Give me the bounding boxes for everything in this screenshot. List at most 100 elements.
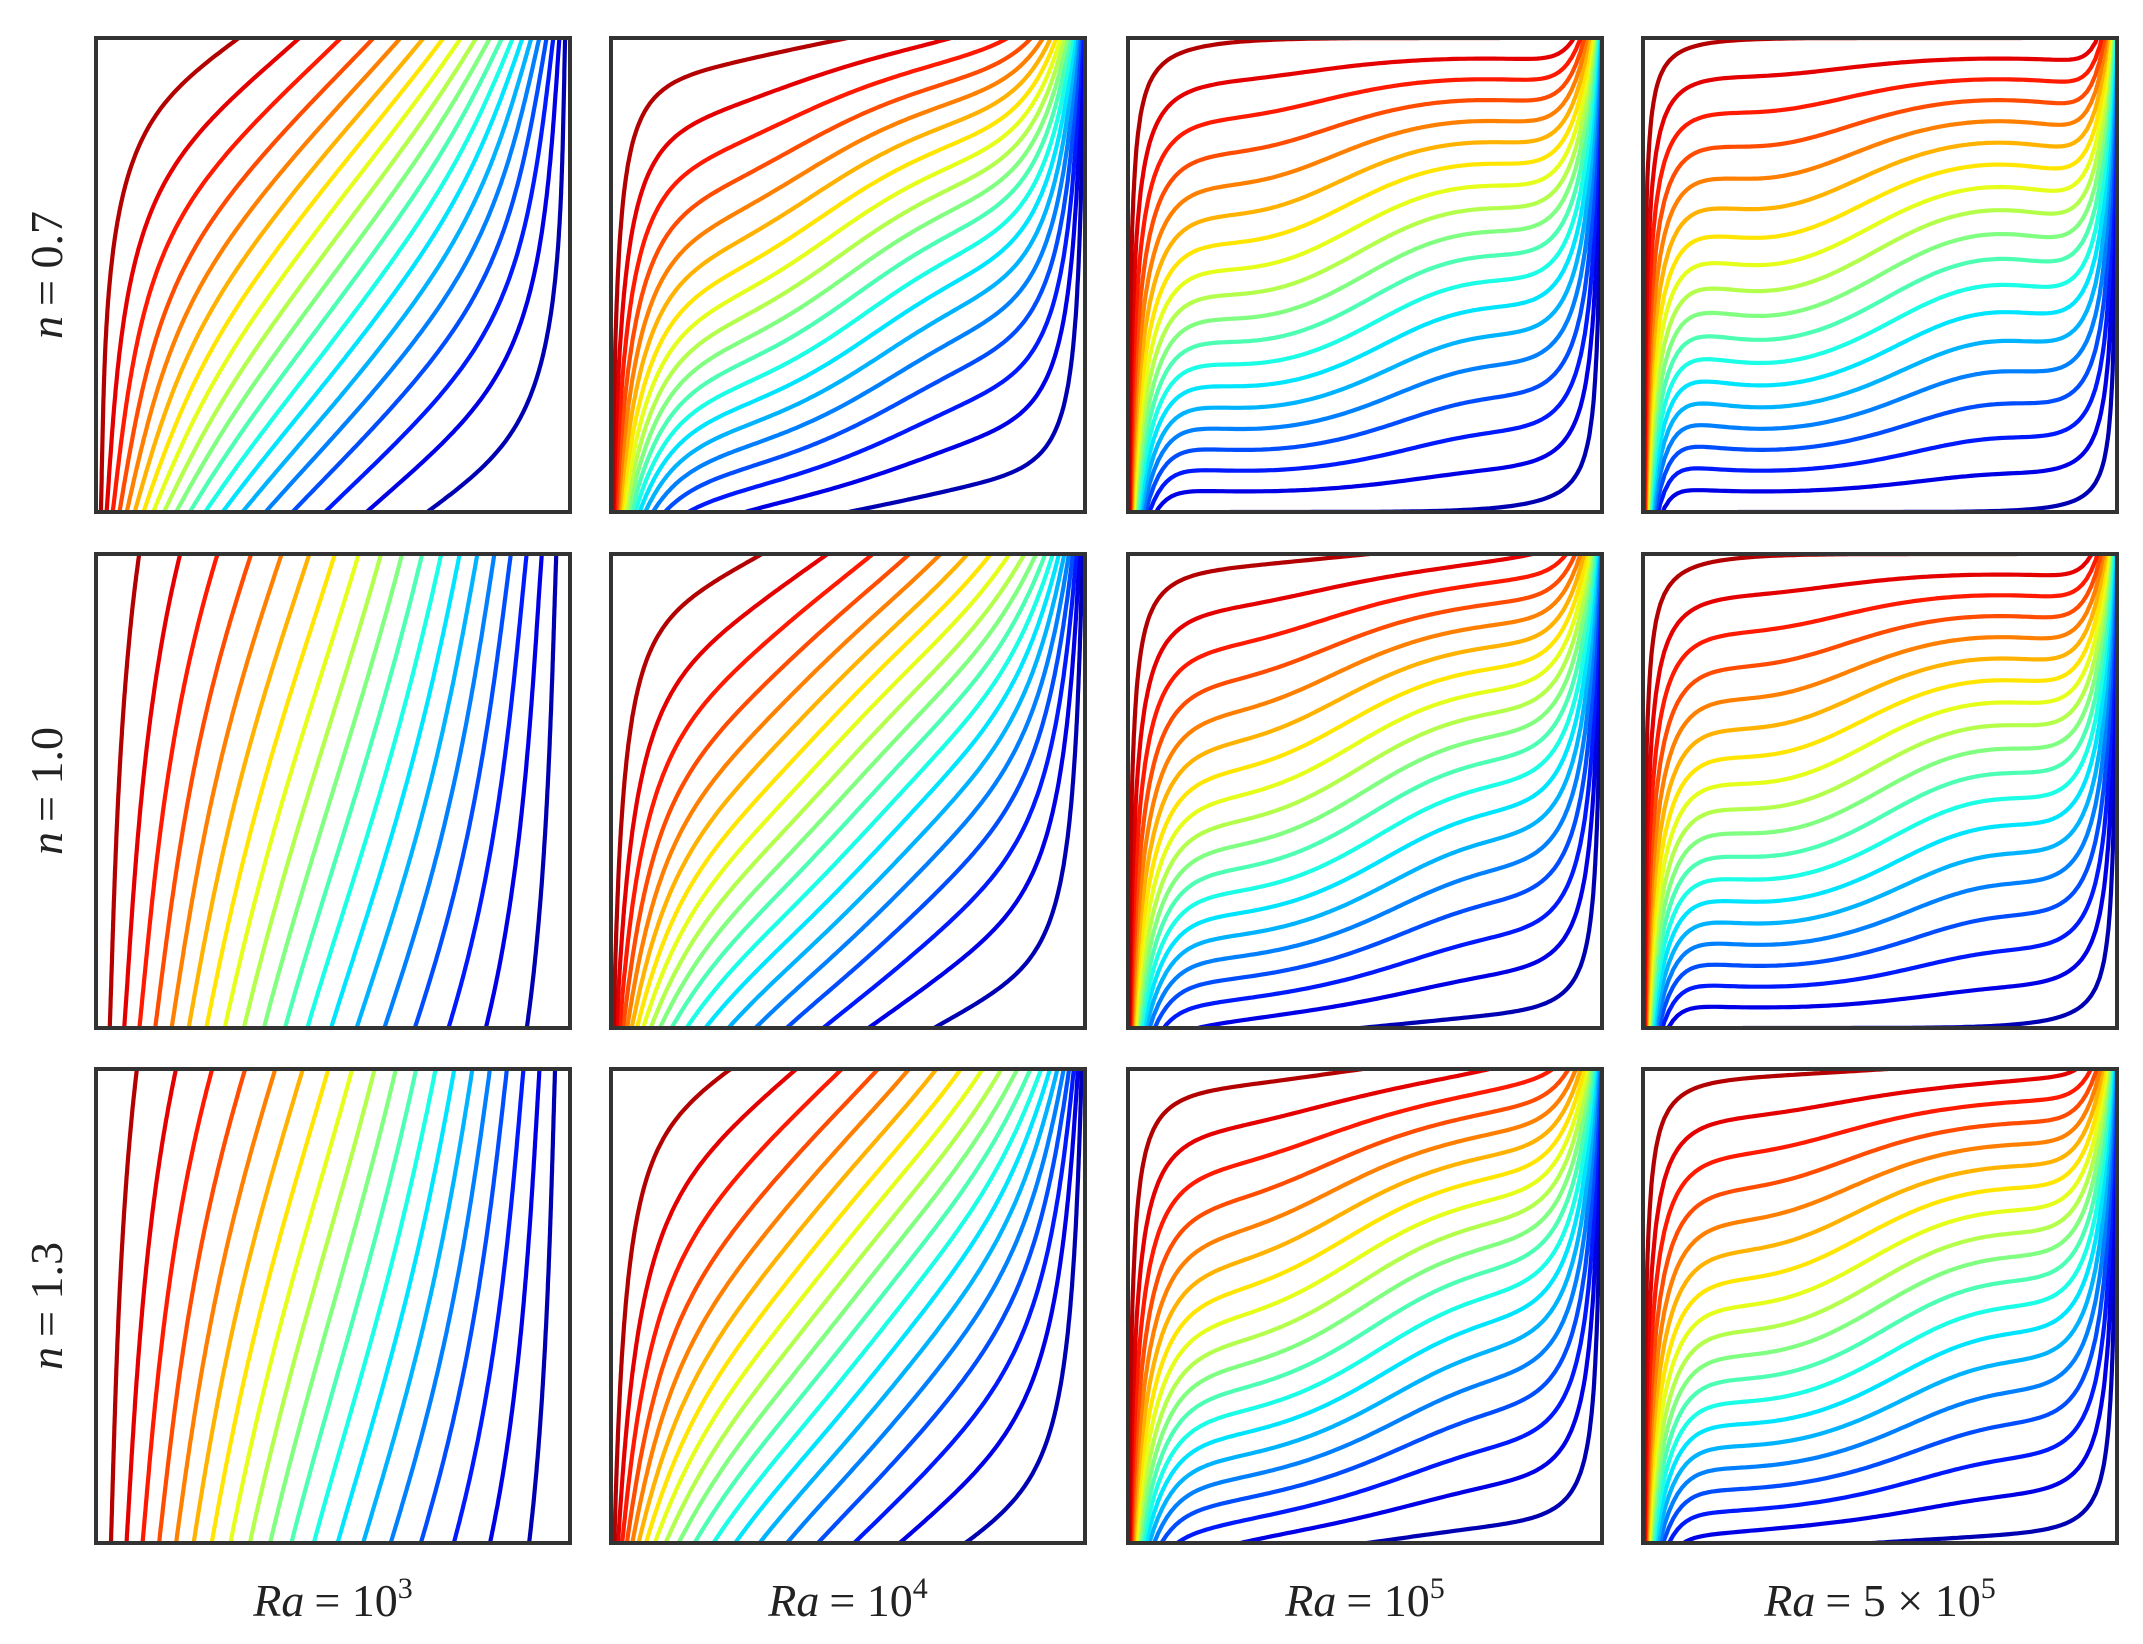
row-value: = 1.0 <box>21 727 72 822</box>
isotherms <box>107 554 559 1028</box>
column-exponent: 5 <box>1430 1572 1445 1605</box>
isotherm <box>157 1069 248 1543</box>
isotherm <box>1643 554 2100 1028</box>
contour-panel <box>94 552 572 1030</box>
isotherm <box>228 1069 355 1543</box>
isotherms <box>611 554 1085 1028</box>
isotherm <box>1643 38 2107 512</box>
isotherm <box>388 1069 492 1543</box>
isotherm <box>1152 554 1601 1028</box>
panel-border <box>609 1067 1087 1545</box>
panel-border <box>94 552 572 1030</box>
isotherm <box>117 38 376 512</box>
isotherm <box>524 554 559 1028</box>
isotherm <box>153 554 254 1028</box>
isotherm <box>169 554 284 1028</box>
isotherm <box>1151 1069 1600 1543</box>
isotherm <box>451 1069 526 1543</box>
isotherm <box>637 38 1077 512</box>
isotherm <box>487 1069 542 1543</box>
isotherms <box>612 1069 1084 1543</box>
isotherm <box>624 1069 881 1543</box>
isotherm <box>1130 554 1587 1028</box>
isotherm <box>1129 554 1583 1028</box>
contour-panel <box>1641 1067 2119 1545</box>
isotherm <box>1660 554 2117 1028</box>
isotherm <box>104 38 302 512</box>
row-label: n = 1.3 <box>21 1242 72 1370</box>
isotherm <box>527 1069 558 1543</box>
column-symbol: Ra <box>767 1575 819 1626</box>
isotherm <box>1143 554 1600 1028</box>
contour-panel <box>1641 552 2119 1030</box>
isotherms <box>1128 554 1602 1028</box>
contour-panel <box>94 36 572 514</box>
isotherm <box>815 1069 1072 1543</box>
isotherm <box>191 1069 305 1543</box>
isotherm <box>107 554 142 1028</box>
contour-panel <box>609 1067 1087 1545</box>
isotherm <box>1666 554 2117 1028</box>
isotherm <box>733 1069 1053 1543</box>
isotherm <box>140 1069 215 1543</box>
isotherm <box>612 1069 733 1543</box>
isotherm <box>621 554 912 1028</box>
isotherm <box>703 554 1062 1028</box>
isotherm <box>137 554 220 1028</box>
isotherm <box>643 1069 963 1543</box>
row-label: n = 1.0 <box>21 727 72 855</box>
isotherm <box>1643 554 2106 1028</box>
isotherm <box>623 38 1067 512</box>
isotherm <box>222 554 361 1028</box>
panel-border <box>1641 36 2119 514</box>
isotherm <box>141 38 446 512</box>
isotherm <box>161 38 479 512</box>
isotherm <box>311 1069 438 1543</box>
isotherms <box>1643 1069 2117 1543</box>
contour-panel <box>1641 36 2119 514</box>
column-value: = 5 × 10 <box>1825 1575 1980 1626</box>
isotherm <box>1135 554 1595 1028</box>
row-symbol: n <box>21 316 72 339</box>
isotherm <box>1643 554 2104 1028</box>
isotherm <box>669 554 1048 1028</box>
isotherm <box>1131 554 1589 1028</box>
isotherm <box>1656 554 2117 1028</box>
isotherm <box>108 1069 139 1543</box>
column-label: Ra = 105 <box>1284 1572 1445 1626</box>
isotherm <box>268 1069 398 1543</box>
column-label: Ra = 103 <box>252 1572 413 1626</box>
isotherms <box>611 38 1085 512</box>
isotherm <box>1653 38 2117 512</box>
row-value: = 0.7 <box>21 211 72 306</box>
isotherm <box>611 554 765 1028</box>
isotherm <box>418 1069 509 1543</box>
isotherm <box>1643 38 2104 512</box>
isotherm <box>1141 554 1599 1028</box>
panel-border <box>1126 552 1604 1030</box>
column-label: Ra = 104 <box>767 1572 928 1626</box>
column-value: = 10 <box>1346 1575 1429 1626</box>
row-symbol: n <box>21 1347 72 1370</box>
panel-border <box>94 36 572 514</box>
isotherm <box>483 554 544 1028</box>
isotherms <box>108 1069 558 1543</box>
isotherm <box>354 554 480 1028</box>
isotherm <box>203 38 515 512</box>
column-exponent: 5 <box>1981 1572 1996 1605</box>
isotherm <box>663 1069 1004 1543</box>
isotherm <box>1656 38 2117 512</box>
isotherm <box>124 38 403 512</box>
isotherm <box>329 554 462 1028</box>
isotherm <box>614 554 830 1028</box>
column-symbol: Ra <box>1284 1575 1336 1626</box>
isotherm <box>931 554 1085 1028</box>
isotherm <box>657 554 1039 1028</box>
isotherm <box>174 1069 278 1543</box>
isotherm <box>1147 554 1601 1028</box>
isotherm <box>305 554 444 1028</box>
isotherm <box>1646 38 2114 512</box>
panel-grid <box>94 36 2119 1545</box>
isotherm <box>124 1069 179 1543</box>
